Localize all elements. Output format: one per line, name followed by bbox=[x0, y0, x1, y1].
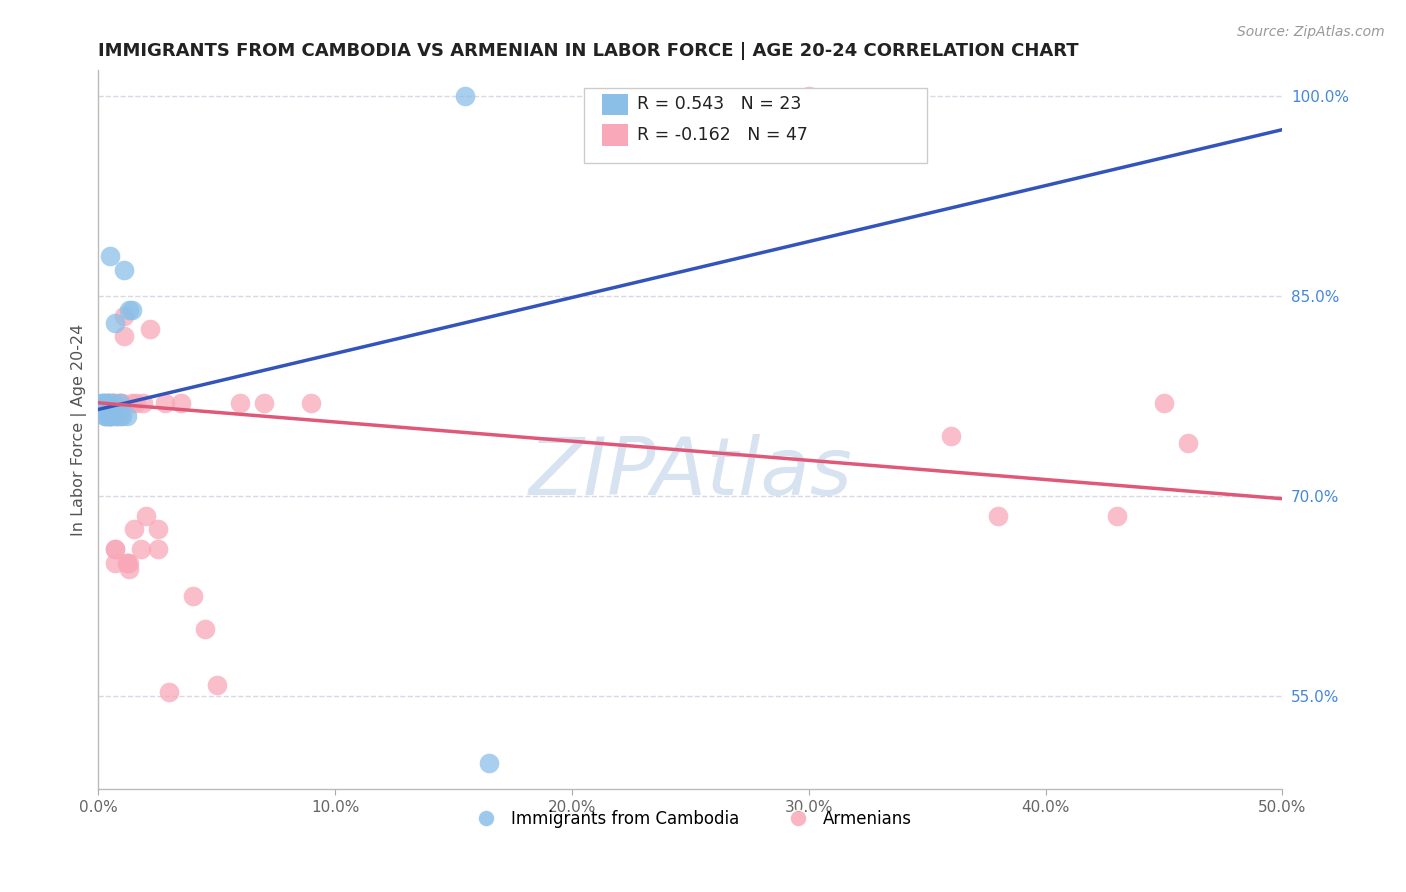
Point bbox=[118, 302, 141, 317]
Point bbox=[1105, 509, 1128, 524]
Point bbox=[98, 249, 121, 263]
Point bbox=[112, 329, 135, 343]
Point bbox=[98, 409, 121, 423]
Point bbox=[112, 262, 135, 277]
Point bbox=[98, 409, 121, 423]
Point bbox=[91, 396, 114, 410]
Point bbox=[94, 409, 117, 423]
Point bbox=[157, 685, 180, 699]
Point bbox=[97, 396, 120, 410]
Point bbox=[111, 396, 134, 410]
Point bbox=[108, 409, 131, 423]
Point bbox=[108, 396, 131, 410]
Point bbox=[112, 309, 135, 323]
Point bbox=[229, 396, 252, 410]
Point bbox=[146, 542, 169, 557]
Point bbox=[101, 409, 124, 423]
Point bbox=[90, 396, 112, 410]
Point bbox=[94, 396, 117, 410]
Point bbox=[205, 678, 228, 692]
Point bbox=[478, 756, 501, 770]
Text: IMMIGRANTS FROM CAMBODIA VS ARMENIAN IN LABOR FORCE | AGE 20-24 CORRELATION CHAR: IMMIGRANTS FROM CAMBODIA VS ARMENIAN IN … bbox=[98, 42, 1078, 60]
Point bbox=[139, 322, 162, 336]
Point bbox=[104, 556, 127, 570]
Text: Source: ZipAtlas.com: Source: ZipAtlas.com bbox=[1237, 25, 1385, 39]
Point bbox=[301, 396, 323, 410]
Point bbox=[797, 89, 820, 103]
Point bbox=[108, 396, 131, 410]
Point bbox=[105, 409, 128, 423]
Point bbox=[101, 396, 124, 410]
Point bbox=[253, 396, 276, 410]
Point bbox=[111, 409, 134, 423]
Text: ZIPAtlas: ZIPAtlas bbox=[529, 434, 852, 512]
Point bbox=[105, 396, 128, 410]
Point bbox=[129, 542, 152, 557]
Point bbox=[91, 396, 114, 410]
Point bbox=[121, 302, 143, 317]
Point bbox=[153, 396, 176, 410]
Point bbox=[1177, 435, 1199, 450]
Point bbox=[104, 316, 127, 330]
Point bbox=[105, 409, 128, 423]
Bar bbox=[602, 124, 627, 146]
Point bbox=[122, 522, 145, 536]
Point bbox=[1153, 396, 1175, 410]
Point bbox=[125, 396, 148, 410]
Point bbox=[94, 396, 117, 410]
FancyBboxPatch shape bbox=[583, 87, 927, 163]
Point bbox=[939, 429, 962, 443]
Point bbox=[94, 409, 117, 423]
Text: R = 0.543   N = 23: R = 0.543 N = 23 bbox=[637, 95, 801, 113]
Point bbox=[104, 542, 127, 557]
Text: R = -0.162   N = 47: R = -0.162 N = 47 bbox=[637, 126, 808, 145]
Point bbox=[98, 396, 121, 410]
Point bbox=[101, 396, 124, 410]
Point bbox=[115, 556, 138, 570]
Point bbox=[97, 396, 120, 410]
Point bbox=[115, 409, 138, 423]
Point bbox=[118, 556, 141, 570]
Point bbox=[454, 89, 477, 103]
Point bbox=[121, 396, 143, 410]
Point bbox=[118, 562, 141, 576]
Point bbox=[115, 556, 138, 570]
Point bbox=[101, 396, 124, 410]
Point bbox=[104, 542, 127, 557]
Y-axis label: In Labor Force | Age 20-24: In Labor Force | Age 20-24 bbox=[72, 323, 87, 535]
Point bbox=[135, 509, 157, 524]
Point bbox=[97, 409, 120, 423]
Point bbox=[101, 396, 124, 410]
Point bbox=[146, 522, 169, 536]
Legend: Immigrants from Cambodia, Armenians: Immigrants from Cambodia, Armenians bbox=[463, 804, 918, 835]
Point bbox=[181, 589, 204, 603]
Point bbox=[97, 409, 120, 423]
Point bbox=[170, 396, 193, 410]
Point bbox=[97, 396, 120, 410]
Point bbox=[98, 409, 121, 423]
Bar bbox=[602, 94, 627, 115]
Point bbox=[194, 623, 217, 637]
Point bbox=[987, 509, 1010, 524]
Point bbox=[132, 396, 155, 410]
